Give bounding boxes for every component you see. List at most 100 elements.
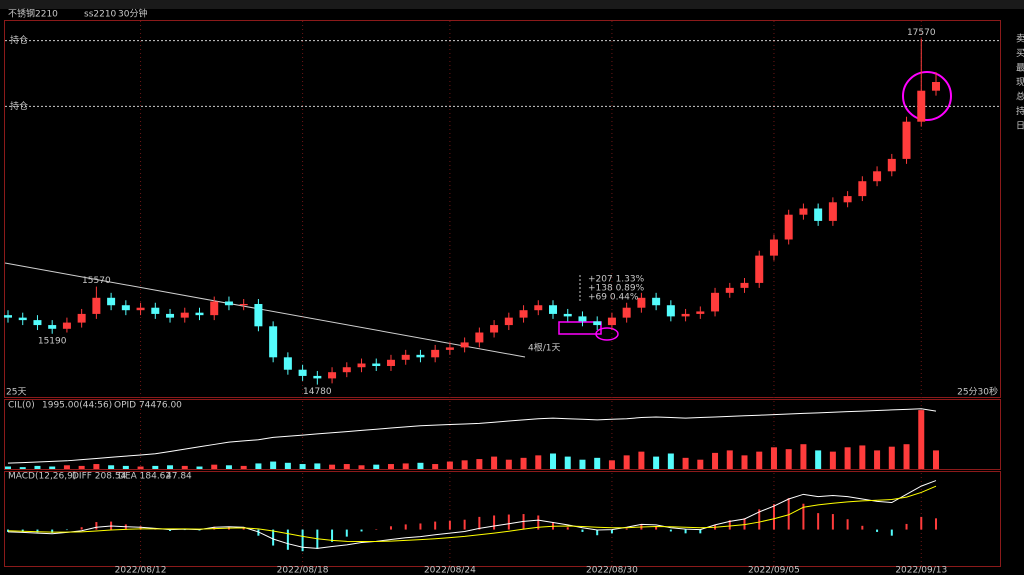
symbol-name[interactable]: 不锈钢2210 [8, 8, 58, 20]
side-label: 卖 [1016, 34, 1024, 45]
volume-bar [667, 453, 674, 469]
macd-bar [596, 529, 599, 536]
macd-bar [934, 518, 937, 530]
candle-body [298, 369, 307, 376]
candle-body [210, 301, 219, 316]
volume-bar [564, 456, 571, 469]
candle-body [357, 363, 366, 368]
candle-body [578, 316, 587, 322]
volume-bar [918, 410, 925, 469]
macd-bar [861, 525, 864, 530]
macd-bar [669, 529, 672, 532]
macd-panel-frame [4, 471, 1001, 567]
candle-body [873, 171, 882, 182]
candle-body [445, 347, 454, 350]
candle-body [4, 315, 12, 318]
candle-body [151, 307, 160, 314]
measure-label: +207 1.33% [588, 275, 645, 285]
volume-bar [432, 464, 439, 469]
volume-bar [682, 457, 689, 469]
side-label: 买 [1016, 48, 1024, 59]
highlight-circle [902, 71, 952, 121]
macd-bar [817, 513, 820, 530]
volume-bar [653, 456, 660, 469]
x-tick-label: 2022/08/24 [424, 566, 476, 575]
volume-bar [932, 450, 939, 469]
volume-bar [712, 452, 719, 469]
macd-bar [272, 529, 275, 546]
volume-legend: OPID 74476.00 [114, 401, 182, 411]
candle-body [92, 297, 101, 314]
candle-body [622, 307, 631, 318]
right-note: 25分30秒 [957, 386, 998, 398]
volume-bar [343, 464, 350, 469]
macd-legend: MACD(12,26,9) [8, 472, 76, 482]
candle-body [858, 181, 867, 197]
macd-bar [51, 529, 54, 533]
macd-bar [846, 519, 849, 530]
macd-bar [345, 529, 348, 537]
volume-bar [829, 451, 836, 469]
candle-body [814, 208, 823, 221]
candle-body [283, 357, 292, 370]
candle-body [769, 239, 778, 256]
candle-body [475, 332, 484, 343]
volume-bar [225, 465, 232, 469]
volume-bar [623, 455, 630, 469]
side-label: 持 [1016, 105, 1024, 117]
macd-bar [434, 521, 437, 530]
macd-bar [463, 519, 466, 530]
period[interactable]: 30分钟 [118, 8, 147, 20]
volume-bar [19, 467, 26, 469]
candle-body [77, 313, 86, 323]
candle-body [416, 354, 425, 358]
volume-bar [903, 444, 910, 469]
candle-body [902, 121, 911, 159]
volume-bar [387, 464, 394, 469]
macd-bar [139, 526, 142, 530]
macd-bar [360, 529, 363, 532]
candle-body [725, 287, 734, 293]
volume-bar [93, 464, 100, 469]
toolbar[interactable] [0, 0, 1024, 9]
candle-body [328, 372, 337, 379]
x-tick-label: 2022/08/30 [586, 566, 638, 575]
volume-bar [49, 466, 56, 469]
candle-body [917, 90, 926, 122]
left-note: 25天 [6, 388, 26, 398]
volume-bar [697, 459, 704, 469]
candle-body [490, 325, 499, 333]
macd-bar [787, 498, 790, 530]
volume-bar [505, 459, 512, 469]
macd-bar [95, 522, 98, 530]
volume-bar [770, 447, 777, 469]
trend-line[interactable] [4, 262, 526, 358]
volume-bar [137, 466, 144, 469]
candle-body [637, 297, 646, 308]
volume-bar [800, 444, 807, 469]
macd-bar [699, 529, 702, 534]
macd-bar [876, 529, 879, 532]
volume-bar [579, 459, 586, 469]
macd-bar [331, 529, 334, 542]
main-panel-frame [4, 20, 1001, 398]
volume-bar [196, 466, 203, 469]
volume-bar [373, 464, 380, 469]
candle-body [239, 303, 248, 306]
volume-bar [358, 465, 365, 469]
candle-body [828, 202, 837, 221]
macd-legend: DEA 184.62 [118, 472, 171, 482]
volume-bar [756, 451, 763, 469]
macd-bar [404, 524, 407, 530]
volume-bar [608, 460, 615, 469]
volume-bar [726, 450, 733, 469]
volume-bar [34, 465, 41, 469]
price-label: 15570 [82, 276, 111, 286]
symbol-code: ss2210 [84, 10, 117, 20]
candle-body [62, 322, 71, 329]
volume-bar [535, 455, 542, 469]
candle-body [799, 208, 808, 215]
volume-bar [594, 457, 601, 469]
volume-bar [211, 464, 218, 469]
